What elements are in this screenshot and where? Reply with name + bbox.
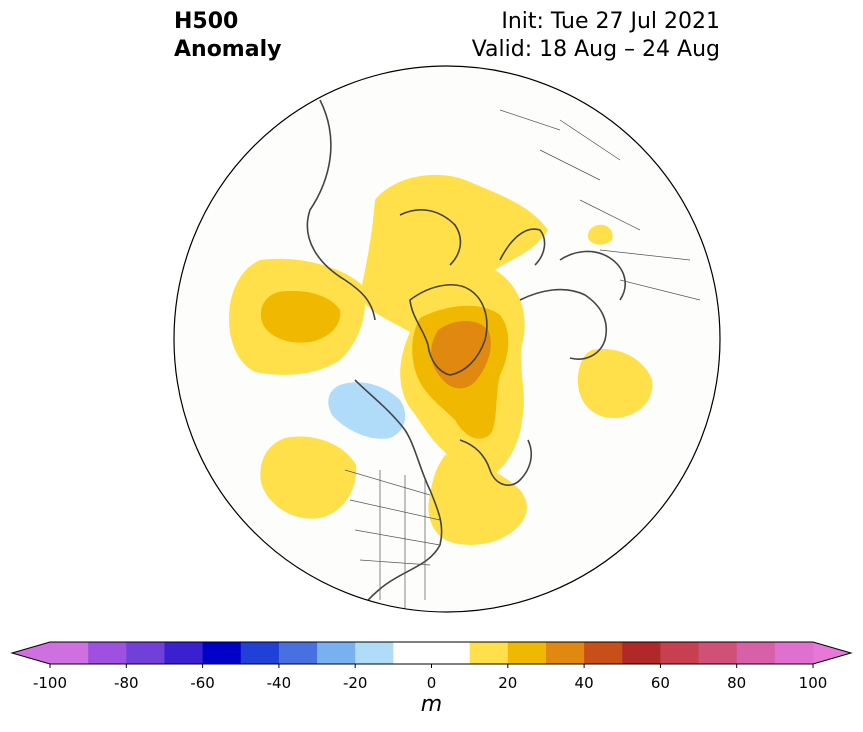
colorbar-extend-low	[12, 642, 50, 664]
colorbar-tick-label: 20	[498, 674, 517, 690]
colorbar-segment	[507, 642, 547, 664]
colorbar-segment	[736, 642, 776, 664]
colorbar-tick-label: -80	[114, 674, 139, 690]
valid-range: Valid: 18 Aug – 24 Aug	[471, 37, 720, 62]
political-borders	[344, 109, 701, 610]
colorbar-segment	[164, 642, 204, 664]
map-title-left: H500 Anomaly	[174, 8, 281, 64]
colorbar-ticks: -100 -80 -60 -40 -20 0 20 40 60 80 100	[33, 664, 827, 690]
colorbar-segment	[202, 642, 242, 664]
colorbar-segment	[393, 642, 471, 664]
colorbar-tick-label: 0	[427, 674, 437, 690]
colorbar-tick-label: 100	[799, 674, 828, 690]
coastline-europe	[519, 250, 626, 360]
anomaly-region-northeast-pacific	[328, 382, 406, 439]
borders-usa-states	[344, 469, 441, 610]
colorbar-tick-label: -40	[267, 674, 292, 690]
anomaly-region-north-pacific	[260, 436, 357, 519]
init-date: Init: Tue 27 Jul 2021	[501, 9, 720, 34]
colorbar-segment	[774, 642, 814, 664]
coastlines	[306, 99, 626, 612]
colorbar-segment	[584, 642, 623, 664]
polar-map	[173, 65, 721, 613]
colorbar-extend-high	[813, 642, 851, 664]
colorbar-segment	[50, 642, 89, 664]
borders-europe	[499, 109, 701, 301]
colorbar-units-label: m	[420, 692, 443, 717]
colorbar-segment	[240, 642, 280, 664]
colorbar-segment	[355, 642, 394, 664]
colorbar-tick-label: -100	[33, 674, 67, 690]
colorbar-tick-label: -60	[190, 674, 215, 690]
colorbar-segment	[278, 642, 318, 664]
colorbar-segment	[88, 642, 127, 664]
colorbar-tick-label: 60	[651, 674, 670, 690]
colorbar-segment	[317, 642, 356, 664]
map-boundary	[173, 65, 721, 613]
coastline-scandinavia	[499, 228, 546, 266]
anomaly-region-arctic-core	[431, 321, 491, 389]
anomaly-region-pacific-core	[260, 290, 341, 343]
colorbar-segment	[622, 642, 661, 664]
colorbar-segment	[126, 642, 165, 664]
colorbar: -100 -80 -60 -40 -20 0 20 40 60 80 100	[10, 641, 853, 690]
anomaly-region-north-america	[428, 455, 527, 545]
coastline-asia	[306, 99, 462, 321]
title-variable: H500	[174, 9, 239, 34]
colorbar-tick-label: -20	[343, 674, 368, 690]
colorbar-segment	[469, 642, 509, 664]
colorbar-segment	[545, 642, 585, 664]
title-field: Anomaly	[174, 37, 282, 62]
colorbar-segments	[10, 641, 853, 665]
colorbar-tick-label: 80	[727, 674, 746, 690]
anomaly-region-small-europe	[587, 224, 613, 245]
coastline-hudson-bay	[459, 439, 532, 486]
map-title-right: Init: Tue 27 Jul 2021 Valid: 18 Aug – 24…	[472, 8, 720, 64]
colorbar-segment	[660, 642, 700, 664]
anomaly-fields	[229, 174, 653, 545]
colorbar-tick-label: 40	[575, 674, 594, 690]
anomaly-region-europe	[577, 349, 653, 419]
coastline-north-america	[349, 379, 443, 612]
coastline-greenland	[409, 284, 488, 376]
colorbar-segment	[698, 642, 738, 664]
